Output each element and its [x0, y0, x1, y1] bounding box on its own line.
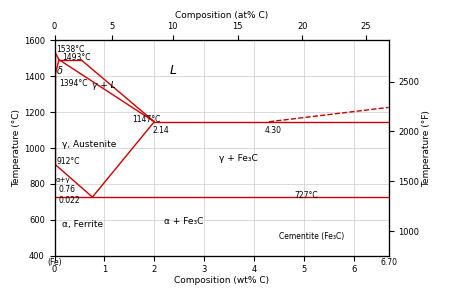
Text: Cementite (Fe₃C): Cementite (Fe₃C) [279, 231, 344, 240]
Text: 2.14: 2.14 [153, 126, 170, 135]
Y-axis label: Temperature (°C): Temperature (°C) [12, 109, 21, 187]
X-axis label: Composition (at% C): Composition (at% C) [175, 11, 268, 20]
Text: γ + Fe₃C: γ + Fe₃C [219, 154, 258, 163]
Text: L: L [169, 64, 176, 77]
Text: 0.022: 0.022 [58, 196, 80, 205]
Text: 1147°C: 1147°C [132, 115, 160, 124]
Text: (Fe): (Fe) [47, 258, 62, 267]
Text: 1394°C: 1394°C [60, 79, 88, 88]
Text: 4.30: 4.30 [265, 126, 282, 135]
Text: 1493°C: 1493°C [62, 53, 91, 62]
Text: 1538°C: 1538°C [56, 45, 84, 54]
Y-axis label: Temperature (°F): Temperature (°F) [422, 110, 431, 187]
Text: 6.70: 6.70 [380, 258, 397, 267]
Text: 912°C: 912°C [56, 157, 80, 166]
Text: α, Ferrite: α, Ferrite [62, 220, 103, 229]
Text: 0.76: 0.76 [58, 185, 75, 194]
X-axis label: Composition (wt% C): Composition (wt% C) [174, 276, 269, 285]
Text: γ + L: γ + L [92, 81, 116, 90]
Text: γ, Austenite: γ, Austenite [62, 140, 116, 149]
Text: α+γ: α+γ [55, 177, 70, 184]
Text: δ: δ [56, 66, 63, 76]
Text: α + Fe₃C: α + Fe₃C [164, 217, 204, 226]
Text: 727°C: 727°C [294, 191, 318, 200]
